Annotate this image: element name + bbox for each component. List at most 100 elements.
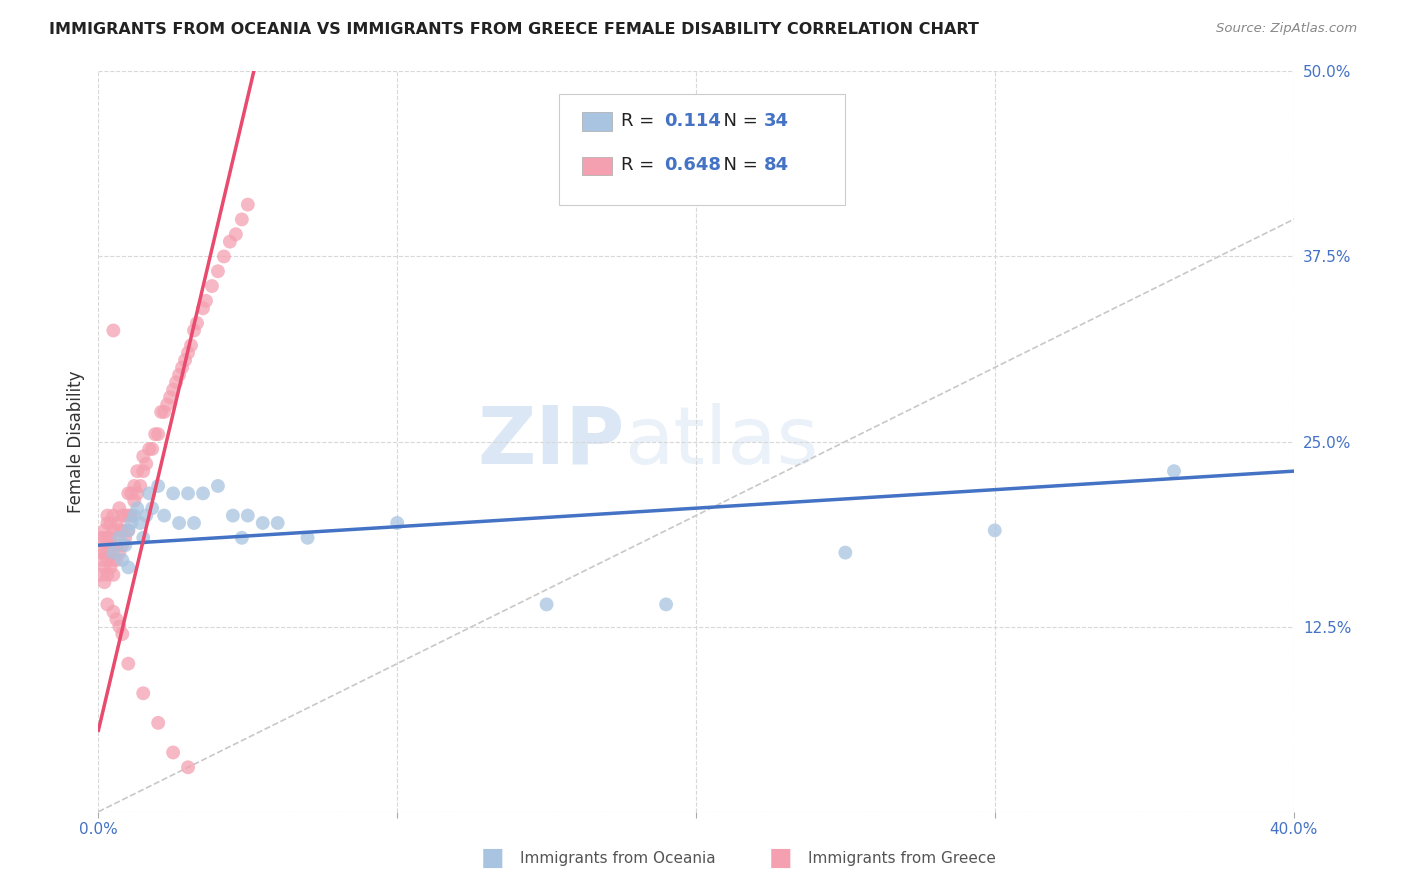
Point bbox=[135, 457, 157, 471]
Point bbox=[96, 598, 118, 612]
Point bbox=[96, 546, 118, 560]
Point bbox=[103, 508, 125, 523]
Text: R =: R = bbox=[620, 112, 659, 130]
Point bbox=[231, 212, 253, 227]
Point bbox=[124, 508, 146, 523]
Point bbox=[117, 657, 139, 671]
Text: N =: N = bbox=[711, 112, 763, 130]
Point bbox=[108, 619, 131, 633]
Point bbox=[183, 516, 205, 530]
Point bbox=[984, 524, 1007, 538]
Point bbox=[108, 531, 131, 545]
Point bbox=[156, 398, 179, 412]
Point bbox=[98, 560, 122, 574]
Point bbox=[159, 390, 181, 404]
Point bbox=[96, 553, 118, 567]
Point bbox=[141, 501, 163, 516]
Text: Immigrants from Oceania: Immigrants from Oceania bbox=[520, 851, 716, 865]
Point bbox=[120, 508, 142, 523]
Point bbox=[195, 293, 218, 308]
Y-axis label: Female Disability: Female Disability bbox=[66, 370, 84, 513]
Point bbox=[96, 531, 118, 545]
Point bbox=[201, 279, 224, 293]
Point bbox=[111, 627, 134, 641]
Text: 34: 34 bbox=[763, 112, 789, 130]
Text: 0.648: 0.648 bbox=[664, 156, 721, 174]
Text: N =: N = bbox=[711, 156, 763, 174]
Point bbox=[385, 516, 409, 530]
Point bbox=[117, 508, 139, 523]
Point bbox=[127, 501, 149, 516]
Point bbox=[162, 383, 184, 397]
Point bbox=[231, 531, 253, 545]
Point bbox=[655, 598, 678, 612]
Point bbox=[153, 405, 176, 419]
Point bbox=[98, 516, 122, 530]
Point bbox=[111, 538, 134, 552]
Point bbox=[103, 324, 125, 338]
Text: ■: ■ bbox=[481, 847, 503, 870]
Point bbox=[153, 508, 176, 523]
Point bbox=[105, 612, 128, 626]
Point bbox=[135, 508, 157, 523]
Point bbox=[172, 360, 194, 375]
Point bbox=[191, 301, 214, 316]
Point bbox=[103, 538, 125, 552]
Point bbox=[143, 427, 166, 442]
Text: 84: 84 bbox=[763, 156, 789, 174]
Point bbox=[93, 531, 115, 545]
Text: Source: ZipAtlas.com: Source: ZipAtlas.com bbox=[1216, 22, 1357, 36]
Point bbox=[177, 486, 200, 500]
Text: 0.114: 0.114 bbox=[664, 112, 721, 130]
Text: atlas: atlas bbox=[624, 402, 818, 481]
Text: Immigrants from Greece: Immigrants from Greece bbox=[808, 851, 997, 865]
Point bbox=[222, 508, 245, 523]
Point bbox=[132, 531, 155, 545]
Point bbox=[103, 553, 125, 567]
Point bbox=[103, 605, 125, 619]
Point bbox=[105, 516, 128, 530]
Point bbox=[108, 524, 131, 538]
Bar bbox=[582, 156, 613, 175]
Point bbox=[150, 405, 173, 419]
Point bbox=[105, 553, 128, 567]
Point bbox=[114, 531, 136, 545]
Point bbox=[108, 546, 131, 560]
Point bbox=[132, 450, 155, 464]
Point bbox=[236, 197, 259, 211]
Point bbox=[111, 553, 134, 567]
Text: IMMIGRANTS FROM OCEANIA VS IMMIGRANTS FROM GREECE FEMALE DISABILITY CORRELATION : IMMIGRANTS FROM OCEANIA VS IMMIGRANTS FR… bbox=[49, 22, 979, 37]
Point bbox=[93, 546, 115, 560]
Point bbox=[124, 479, 146, 493]
Point bbox=[167, 516, 190, 530]
Point bbox=[98, 531, 122, 545]
Point bbox=[96, 508, 118, 523]
Point bbox=[297, 531, 319, 545]
Point bbox=[191, 486, 214, 500]
Text: R =: R = bbox=[620, 156, 659, 174]
Point bbox=[108, 501, 131, 516]
Point bbox=[103, 546, 125, 560]
Point bbox=[165, 376, 187, 390]
Point bbox=[114, 538, 136, 552]
Point bbox=[236, 508, 259, 523]
Point bbox=[114, 508, 136, 523]
Point bbox=[111, 524, 134, 538]
Point bbox=[834, 546, 856, 560]
Point bbox=[162, 486, 184, 500]
Point bbox=[177, 760, 200, 774]
Point bbox=[212, 250, 235, 264]
Point bbox=[207, 479, 229, 493]
Point bbox=[536, 598, 558, 612]
Text: ZIP: ZIP bbox=[477, 402, 624, 481]
Point bbox=[132, 686, 155, 700]
Point bbox=[120, 486, 142, 500]
Point bbox=[117, 524, 139, 538]
Point bbox=[1163, 464, 1185, 478]
Point bbox=[127, 464, 149, 478]
Point bbox=[93, 524, 115, 538]
Point bbox=[105, 538, 128, 552]
Point bbox=[96, 516, 118, 530]
Point bbox=[120, 516, 142, 530]
Point bbox=[90, 546, 112, 560]
